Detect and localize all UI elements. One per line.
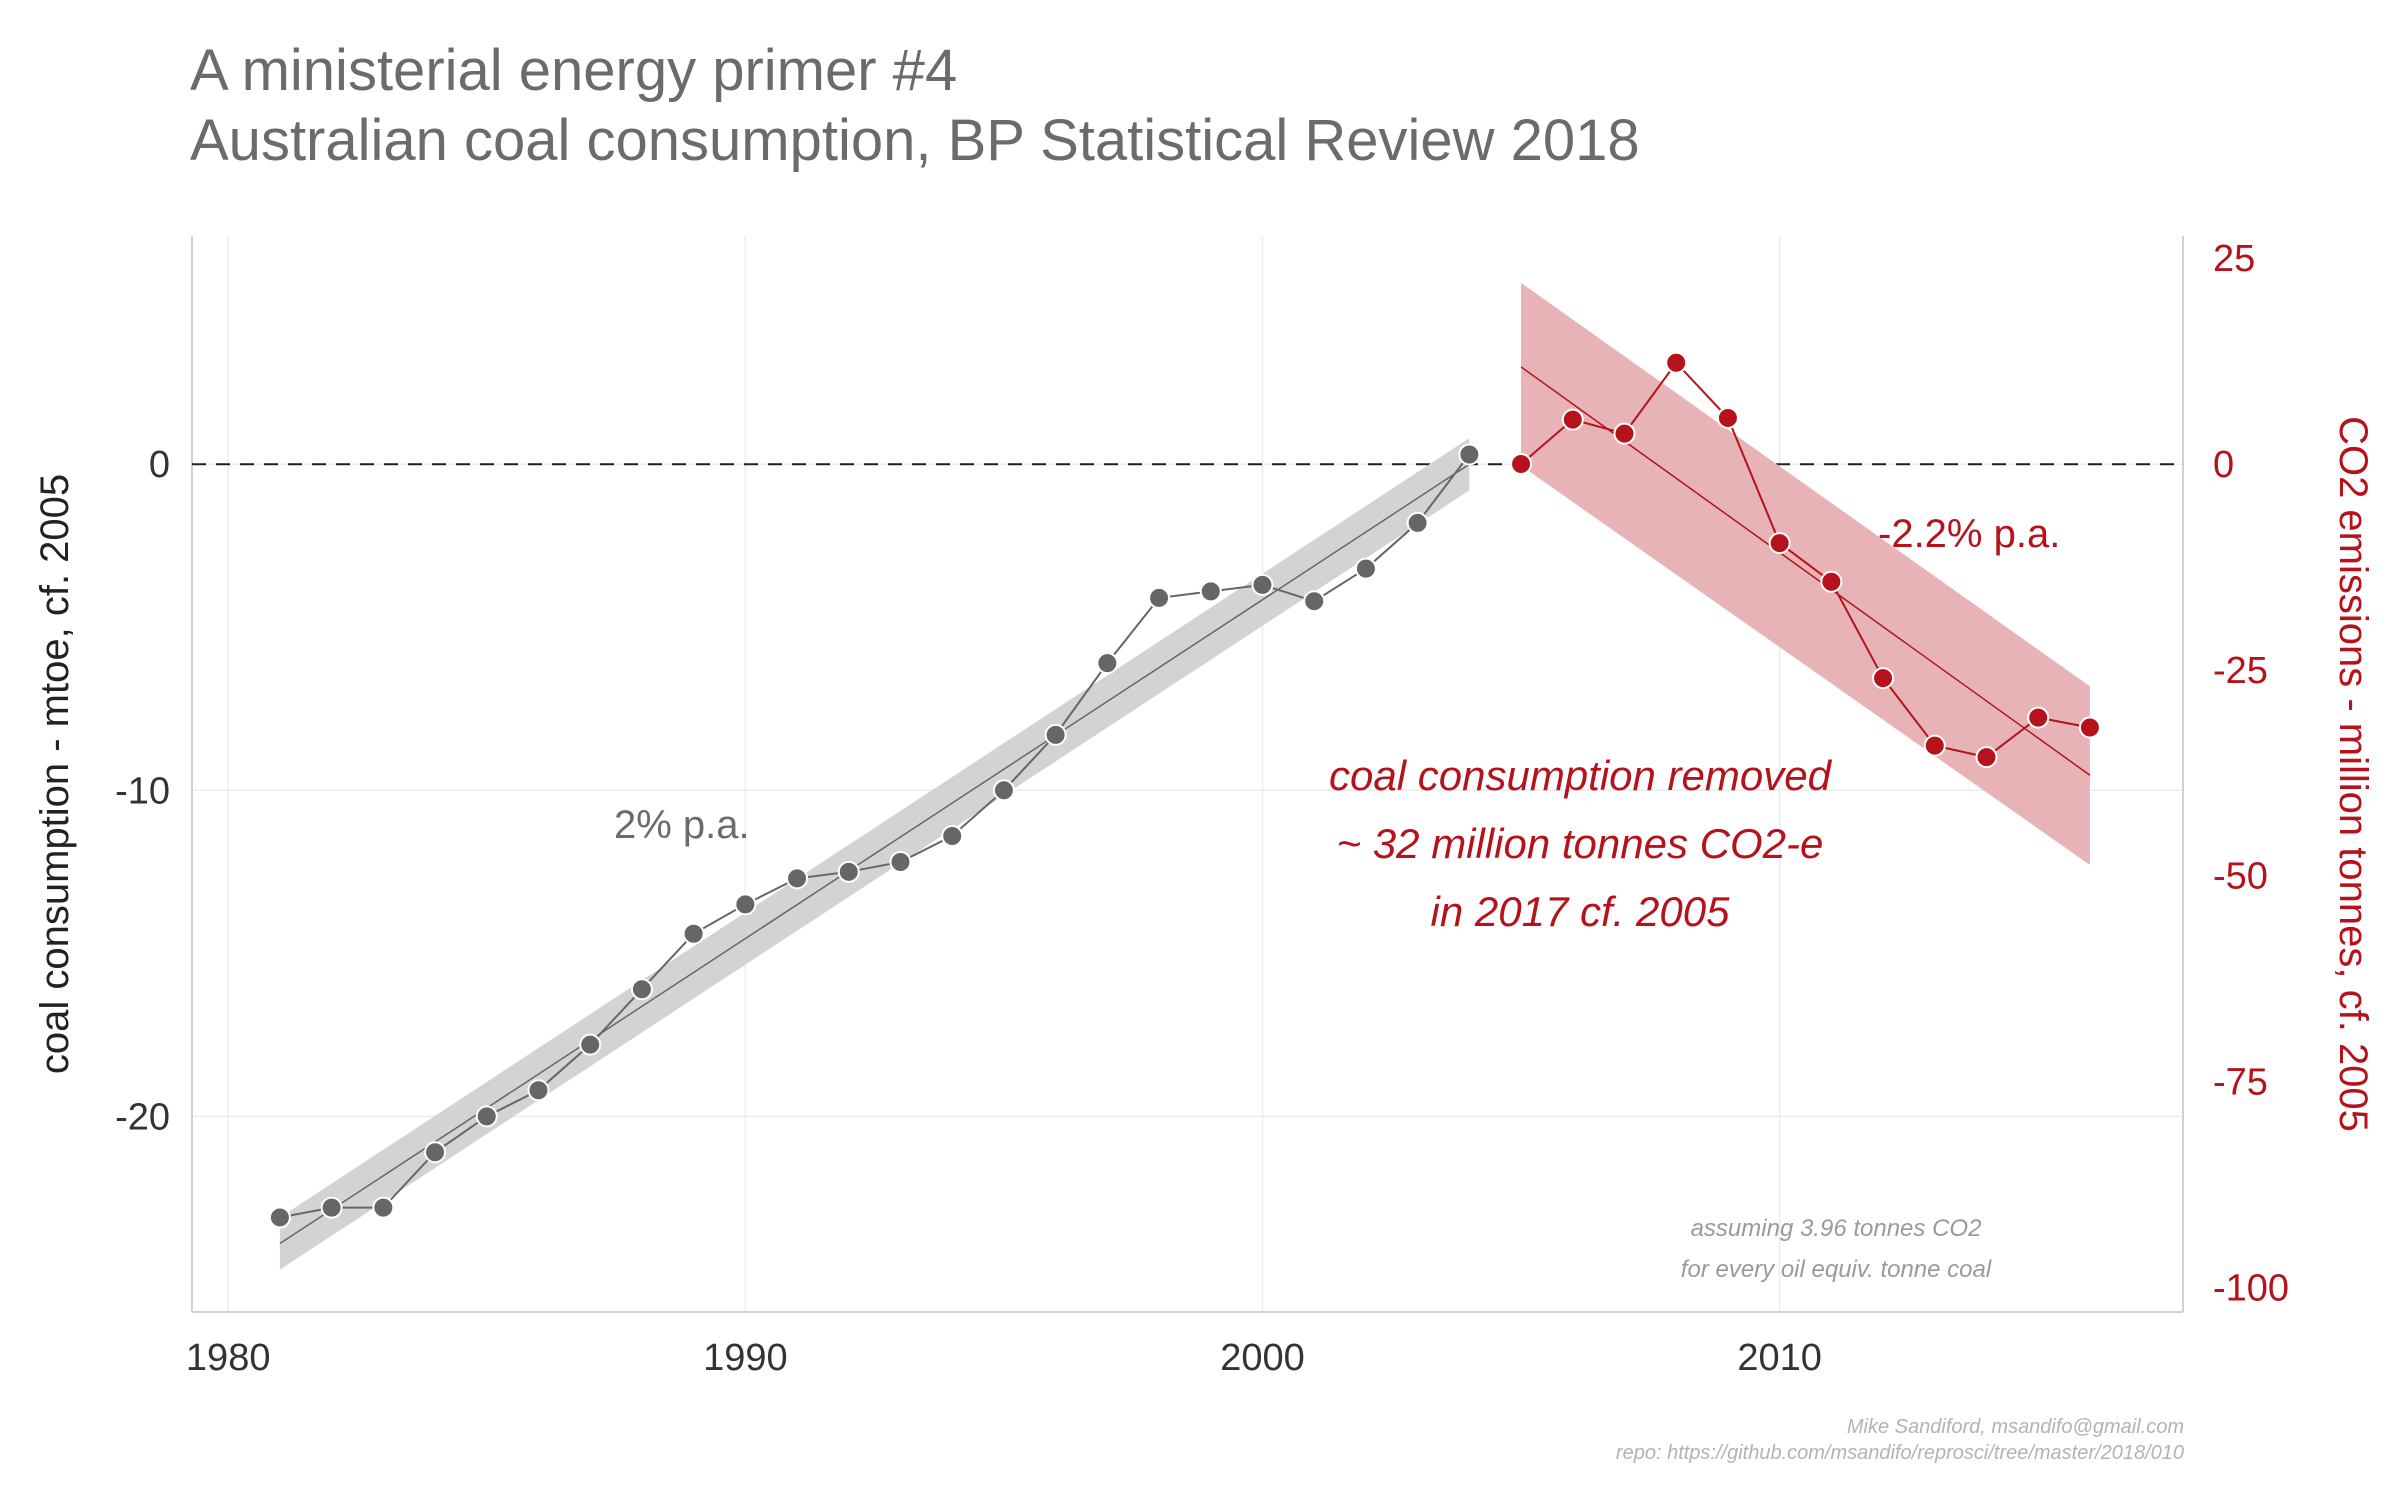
x-tick-label: 1990 — [703, 1337, 788, 1379]
grey-data-point — [682, 922, 705, 945]
x-tick-label: 2000 — [1220, 1337, 1305, 1379]
credit-repo: repo: https://github.com/msandifo/repros… — [1615, 1442, 2184, 1464]
grey-data-point — [527, 1079, 550, 1102]
assumption-note: for every oil equiv. tonne coal — [1681, 1256, 1992, 1283]
grey-trend-line — [279, 463, 1470, 1245]
y-right-tick-label: -75 — [2213, 1061, 2268, 1103]
grey-data-point — [1251, 573, 1274, 596]
red-data-point — [1923, 734, 1946, 757]
red-data-point — [1872, 667, 1895, 690]
grey-data-point — [1458, 443, 1481, 466]
grey-data-point — [941, 824, 964, 847]
x-tick-label: 2010 — [1737, 1337, 1822, 1379]
grey-data-point — [786, 867, 809, 890]
y-right-tick-label: -25 — [2213, 650, 2268, 692]
grey-data-point — [630, 978, 653, 1001]
grey-data-point — [1303, 590, 1326, 613]
grey-data-point — [734, 893, 757, 916]
red-data-point — [1975, 746, 1998, 769]
grey-data-point — [837, 860, 860, 883]
co2-removed-annotation: coal consumption removed — [1329, 752, 1833, 799]
grey-data-point — [579, 1033, 602, 1056]
grey-data-point — [1199, 580, 1222, 603]
red-confidence-band — [1521, 282, 2090, 865]
red-data-point — [1561, 408, 1584, 431]
co2-removed-annotation: ~ 32 million tonnes CO2-e — [1337, 820, 1824, 867]
grey-data-point — [320, 1196, 343, 1219]
y-left-tick-label: -10 — [115, 770, 170, 812]
grey-data-point — [1096, 652, 1119, 675]
red-data-point — [1665, 351, 1688, 374]
red-data-point — [2078, 716, 2101, 739]
y-right-tick-label: 0 — [2213, 444, 2234, 486]
grey-data-point — [992, 779, 1015, 802]
red-data-point — [1613, 422, 1636, 445]
red-data-point — [1768, 532, 1791, 555]
red-data-point — [2027, 706, 2050, 729]
y-right-tick-label: -50 — [2213, 856, 2268, 898]
assumption-note: assuming 3.96 tonnes CO2 — [1691, 1215, 1982, 1242]
grey-data-point — [424, 1141, 447, 1164]
x-tick-label: 1980 — [186, 1337, 271, 1379]
y-left-tick-label: -20 — [115, 1096, 170, 1138]
grey-data-point — [1044, 723, 1067, 746]
grey-data-point — [475, 1105, 498, 1128]
credit-author: Mike Sandiford, msandifo@gmail.com — [1846, 1416, 2184, 1438]
grey-data-point — [1148, 586, 1171, 609]
chart-title-line1: A ministerial energy primer #4 — [190, 38, 958, 103]
red-data-point — [1820, 570, 1843, 593]
red-data-point — [1510, 453, 1533, 476]
grey-data-point — [268, 1206, 291, 1229]
chart-title-line2: Australian coal consumption, BP Statisti… — [190, 108, 1640, 173]
y-right-tick-label: -100 — [2213, 1267, 2289, 1309]
grey-data-point — [1406, 511, 1429, 534]
grey-data-point — [1354, 557, 1377, 580]
y-right-tick-label: 25 — [2213, 238, 2255, 280]
red-data-point — [1716, 406, 1739, 429]
grey-data-point — [889, 851, 912, 874]
grey-data-point — [372, 1196, 395, 1219]
red-rate-annotation: -2.2% p.a. — [1878, 512, 2060, 556]
y-left-axis-title: coal consumption - mtoe, cf. 2005 — [33, 474, 77, 1074]
y-right-axis-title: CO2 emissions - million tonnes, cf. 2005 — [2331, 416, 2375, 1132]
y-left-tick-label: 0 — [149, 444, 170, 486]
co2-removed-annotation: in 2017 cf. 2005 — [1431, 888, 1731, 935]
grey-rate-annotation: 2% p.a. — [614, 803, 750, 847]
